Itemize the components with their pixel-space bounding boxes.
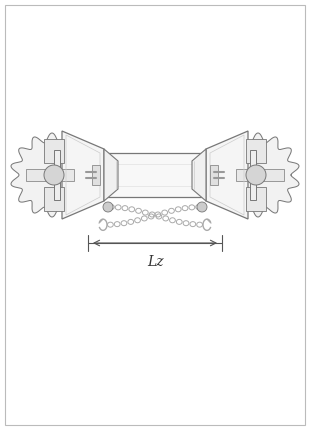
Polygon shape (250, 150, 256, 200)
Polygon shape (236, 169, 284, 181)
Polygon shape (44, 139, 64, 163)
Polygon shape (210, 165, 218, 185)
Polygon shape (54, 150, 60, 200)
Polygon shape (104, 149, 118, 201)
Polygon shape (44, 187, 64, 211)
Circle shape (246, 165, 266, 185)
Polygon shape (192, 149, 206, 201)
Polygon shape (11, 133, 93, 217)
Polygon shape (62, 131, 104, 219)
Polygon shape (206, 131, 248, 219)
Polygon shape (26, 169, 74, 181)
Circle shape (103, 202, 113, 212)
Polygon shape (246, 187, 266, 211)
Bar (88, 153, 222, 197)
Circle shape (44, 165, 64, 185)
Polygon shape (92, 165, 100, 185)
Text: Lz: Lz (147, 255, 163, 269)
Circle shape (197, 202, 207, 212)
Polygon shape (217, 133, 299, 217)
Polygon shape (246, 139, 266, 163)
